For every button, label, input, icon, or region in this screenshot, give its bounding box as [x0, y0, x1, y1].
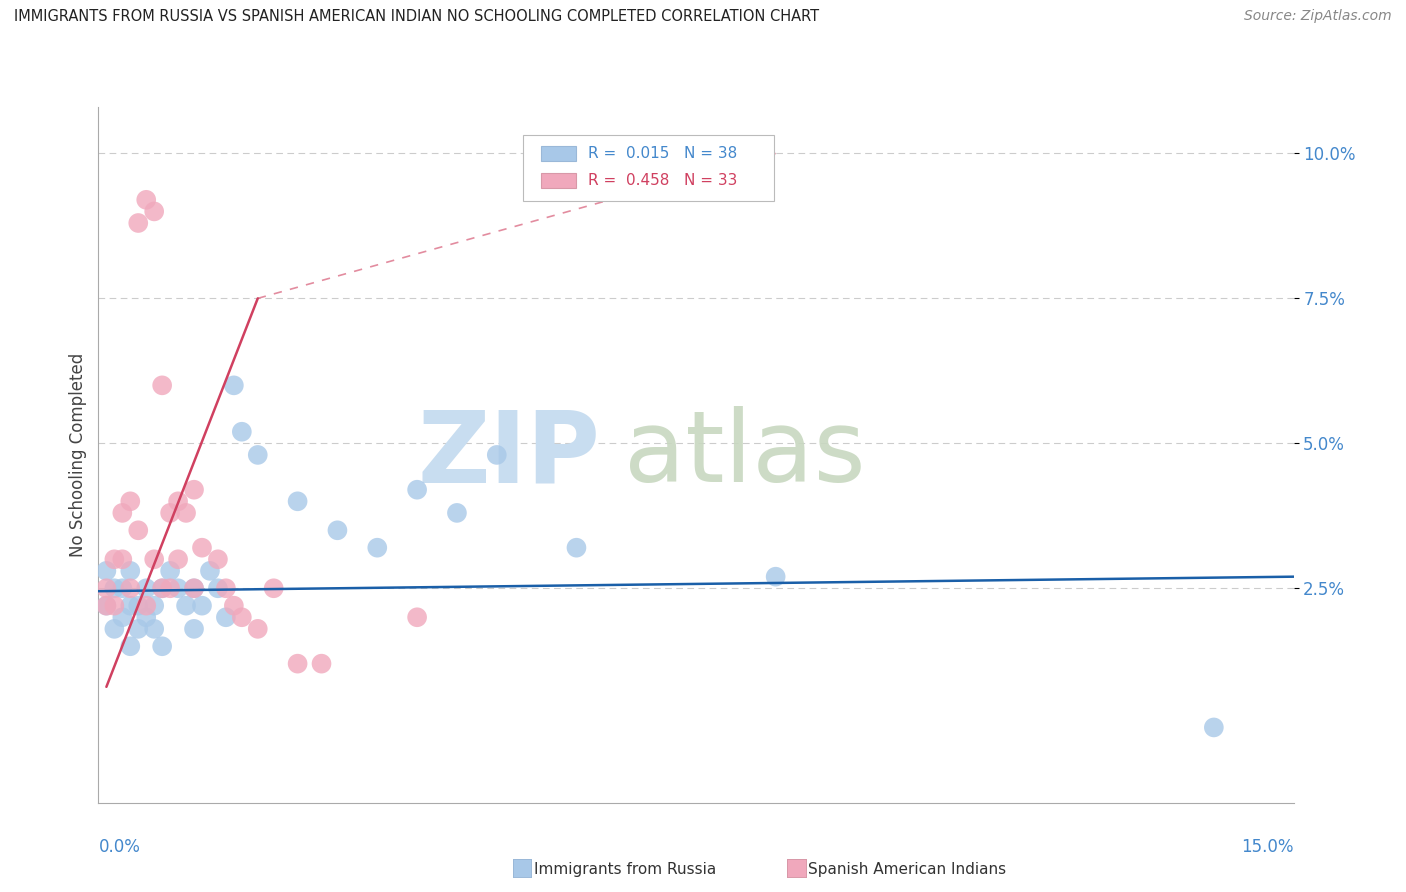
- Point: [143, 622, 166, 636]
- Point: [120, 494, 142, 508]
- Bar: [540, 173, 576, 188]
- Point: [120, 582, 142, 596]
- Text: 0.0%: 0.0%: [98, 838, 141, 856]
- Point: [246, 622, 269, 636]
- Point: [111, 552, 134, 566]
- Point: [222, 599, 245, 613]
- Point: [127, 216, 149, 230]
- Point: [231, 610, 253, 624]
- Point: [167, 552, 190, 566]
- Point: [174, 599, 197, 613]
- Point: [120, 564, 142, 578]
- Point: [183, 582, 205, 596]
- Point: [111, 582, 134, 596]
- Point: [287, 657, 309, 671]
- Point: [167, 494, 190, 508]
- Point: [96, 564, 118, 578]
- Point: [135, 610, 157, 624]
- Point: [191, 599, 214, 613]
- Text: Source: ZipAtlas.com: Source: ZipAtlas.com: [1244, 9, 1392, 23]
- Point: [150, 378, 173, 392]
- Text: R =  0.015   N = 38: R = 0.015 N = 38: [588, 146, 738, 161]
- Point: [231, 425, 253, 439]
- Point: [765, 570, 787, 584]
- Text: Immigrants from Russia: Immigrants from Russia: [534, 863, 717, 877]
- Point: [287, 494, 309, 508]
- Point: [103, 552, 125, 566]
- Point: [103, 622, 125, 636]
- Bar: [540, 146, 576, 161]
- Point: [485, 448, 508, 462]
- Point: [103, 599, 125, 613]
- Y-axis label: No Schooling Completed: No Schooling Completed: [69, 353, 87, 557]
- Point: [174, 506, 197, 520]
- Point: [207, 582, 229, 596]
- Point: [207, 552, 229, 566]
- Point: [127, 599, 149, 613]
- Point: [150, 582, 173, 596]
- Point: [150, 582, 173, 596]
- Point: [1202, 721, 1225, 735]
- Point: [143, 599, 166, 613]
- Text: ZIP: ZIP: [418, 407, 600, 503]
- Point: [446, 506, 468, 520]
- Point: [103, 582, 125, 596]
- Point: [135, 193, 157, 207]
- Point: [159, 582, 181, 596]
- Point: [183, 622, 205, 636]
- Point: [311, 657, 333, 671]
- Point: [167, 582, 190, 596]
- FancyBboxPatch shape: [523, 135, 773, 201]
- Point: [565, 541, 588, 555]
- Point: [246, 448, 269, 462]
- Point: [183, 483, 205, 497]
- Point: [135, 599, 157, 613]
- Point: [191, 541, 214, 555]
- Point: [111, 610, 134, 624]
- Text: 15.0%: 15.0%: [1241, 838, 1294, 856]
- Point: [183, 582, 205, 596]
- Point: [366, 541, 388, 555]
- Point: [150, 639, 173, 653]
- Point: [263, 582, 285, 596]
- Text: IMMIGRANTS FROM RUSSIA VS SPANISH AMERICAN INDIAN NO SCHOOLING COMPLETED CORRELA: IMMIGRANTS FROM RUSSIA VS SPANISH AMERIC…: [14, 9, 820, 24]
- Point: [215, 610, 238, 624]
- Text: atlas: atlas: [624, 407, 866, 503]
- Point: [143, 552, 166, 566]
- Point: [96, 599, 118, 613]
- Point: [111, 506, 134, 520]
- Point: [406, 483, 429, 497]
- Point: [159, 564, 181, 578]
- Point: [135, 582, 157, 596]
- Point: [127, 523, 149, 537]
- Point: [120, 639, 142, 653]
- Point: [222, 378, 245, 392]
- Point: [96, 582, 118, 596]
- Point: [159, 506, 181, 520]
- Point: [96, 599, 118, 613]
- Point: [120, 599, 142, 613]
- Point: [406, 610, 429, 624]
- Point: [127, 622, 149, 636]
- Text: R =  0.458   N = 33: R = 0.458 N = 33: [588, 173, 738, 188]
- Text: Spanish American Indians: Spanish American Indians: [808, 863, 1007, 877]
- Point: [143, 204, 166, 219]
- Point: [326, 523, 349, 537]
- Point: [198, 564, 221, 578]
- Point: [215, 582, 238, 596]
